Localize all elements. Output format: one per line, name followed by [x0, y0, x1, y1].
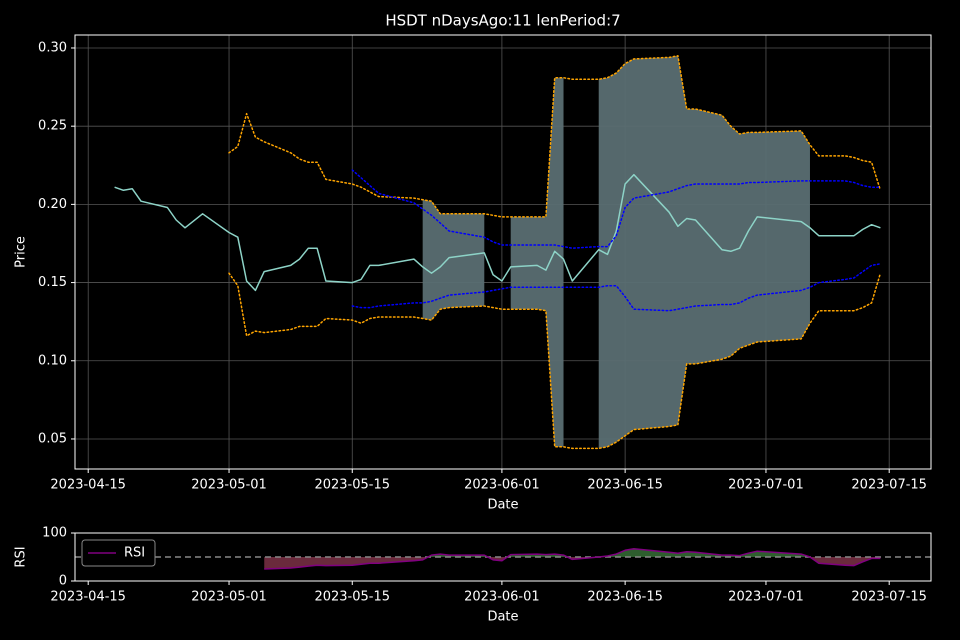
y-tick-label: 0.25: [38, 119, 67, 134]
y-tick-label: 100: [42, 526, 67, 541]
chart-title: HSDT nDaysAgo:11 lenPeriod:7: [385, 12, 620, 30]
x-tick-label: 2023-07-15: [851, 478, 927, 493]
y-tick-label: 0.30: [38, 40, 67, 55]
series-line: [351, 169, 882, 249]
series-line: [114, 173, 881, 292]
y-axis-label: Price: [14, 236, 29, 268]
x-tick-label: 2023-05-15: [314, 590, 390, 605]
y-tick-label: 0.15: [38, 275, 67, 290]
legend-box: [81, 539, 156, 567]
x-tick-label: 2023-05-15: [314, 478, 390, 493]
x-axis-label: Date: [487, 498, 518, 513]
fill-above: [264, 548, 881, 557]
plot-frame: [74, 34, 932, 470]
x-tick-label: 2023-07-01: [728, 590, 804, 605]
x-tick-label: 2023-07-01: [728, 478, 804, 493]
band-fill: [598, 55, 810, 449]
plot-frame: [74, 532, 932, 582]
y-tick-label: 0.05: [38, 431, 67, 446]
series-line: [228, 55, 882, 218]
x-tick-label: 2023-06-15: [587, 478, 663, 493]
band-fill: [422, 199, 485, 321]
x-tick-label: 2023-06-01: [464, 590, 540, 605]
band-fill: [510, 77, 564, 447]
x-tick-label: 2023-04-15: [50, 478, 126, 493]
series-line: [264, 548, 881, 570]
y-tick-label: 0: [59, 574, 67, 589]
y-tick-label: 0.10: [38, 353, 67, 368]
x-tick-label: 2023-05-01: [191, 590, 267, 605]
series-line: [351, 263, 882, 312]
y-tick-label: 0.20: [38, 197, 67, 212]
x-tick-label: 2023-06-01: [464, 478, 540, 493]
x-tick-label: 2023-07-15: [851, 590, 927, 605]
y-axis-label: RSI: [14, 546, 29, 567]
x-tick-label: 2023-04-15: [50, 590, 126, 605]
x-axis-label: Date: [487, 610, 518, 625]
series-line: [228, 272, 882, 450]
x-tick-label: 2023-06-15: [587, 590, 663, 605]
x-tick-label: 2023-05-01: [191, 478, 267, 493]
legend-label: RSI: [124, 546, 145, 561]
